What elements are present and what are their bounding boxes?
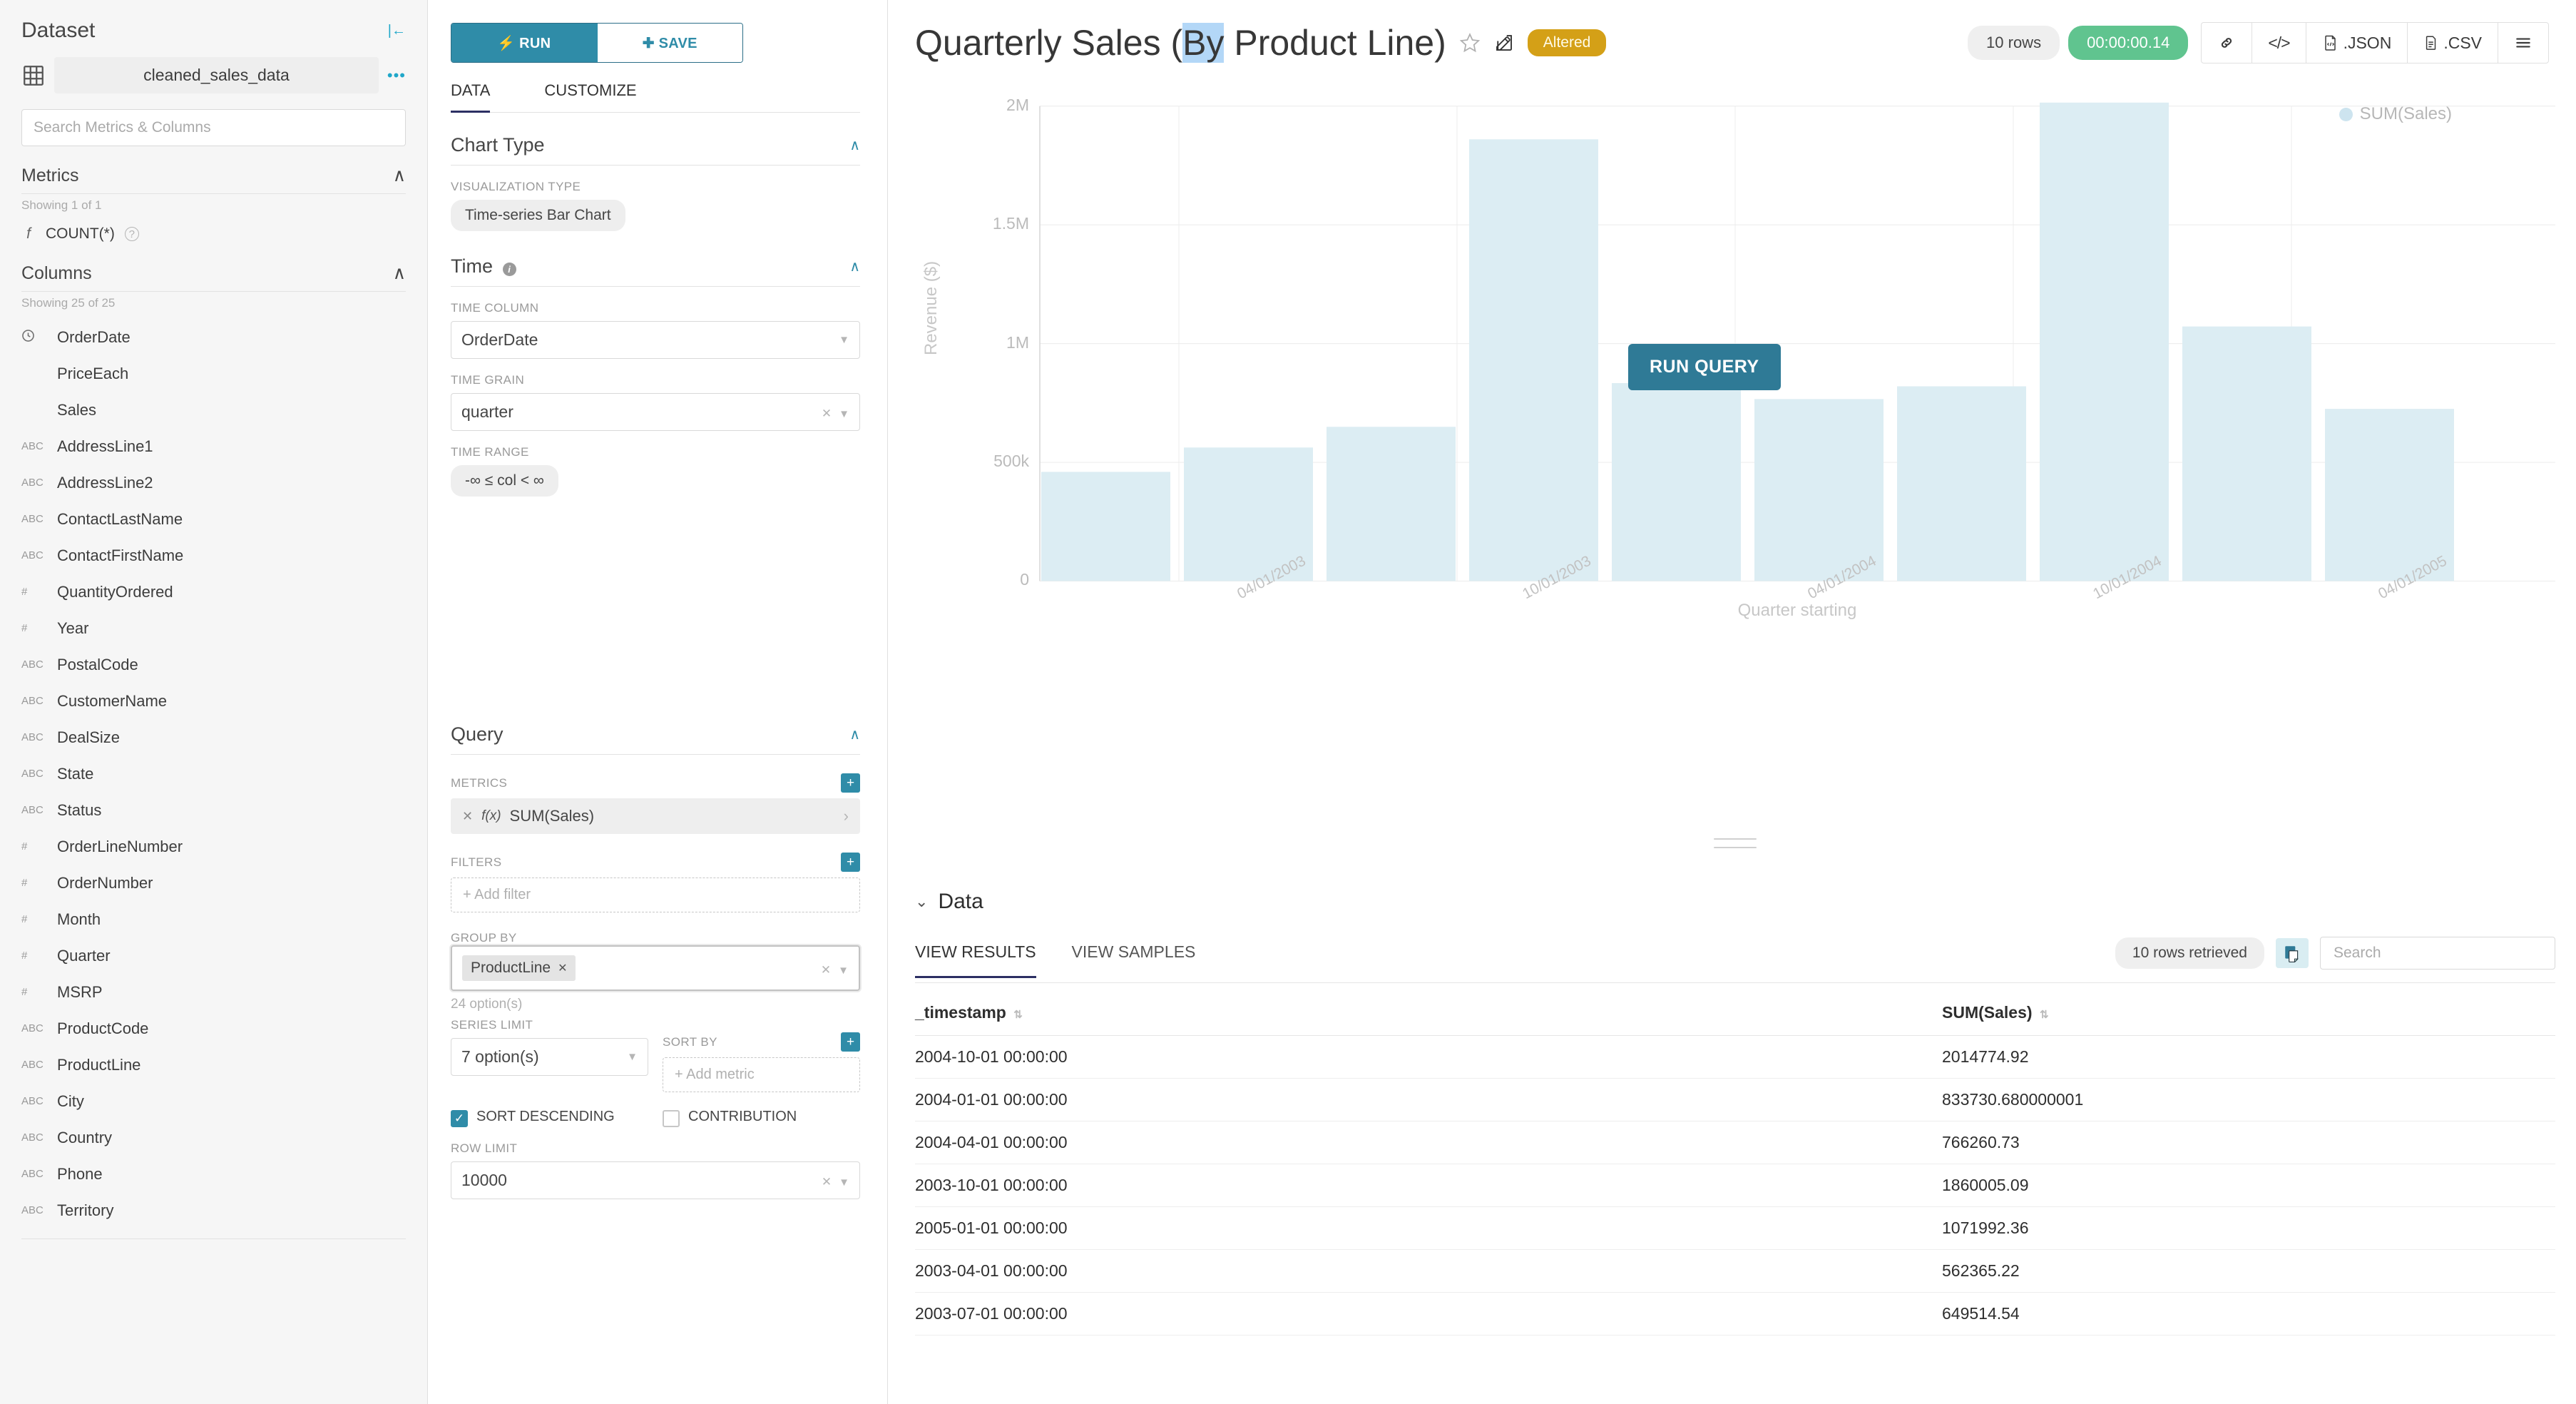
svg-text:Revenue ($): Revenue ($) bbox=[921, 261, 941, 355]
svg-text:1M: 1M bbox=[1006, 333, 1029, 352]
svg-text:0: 0 bbox=[1020, 570, 1029, 589]
svg-text:2M: 2M bbox=[1006, 96, 1029, 114]
svg-text:1.5M: 1.5M bbox=[993, 214, 1029, 233]
svg-text:500k: 500k bbox=[993, 452, 1029, 470]
svg-text:Quarter starting: Quarter starting bbox=[1738, 601, 1857, 620]
